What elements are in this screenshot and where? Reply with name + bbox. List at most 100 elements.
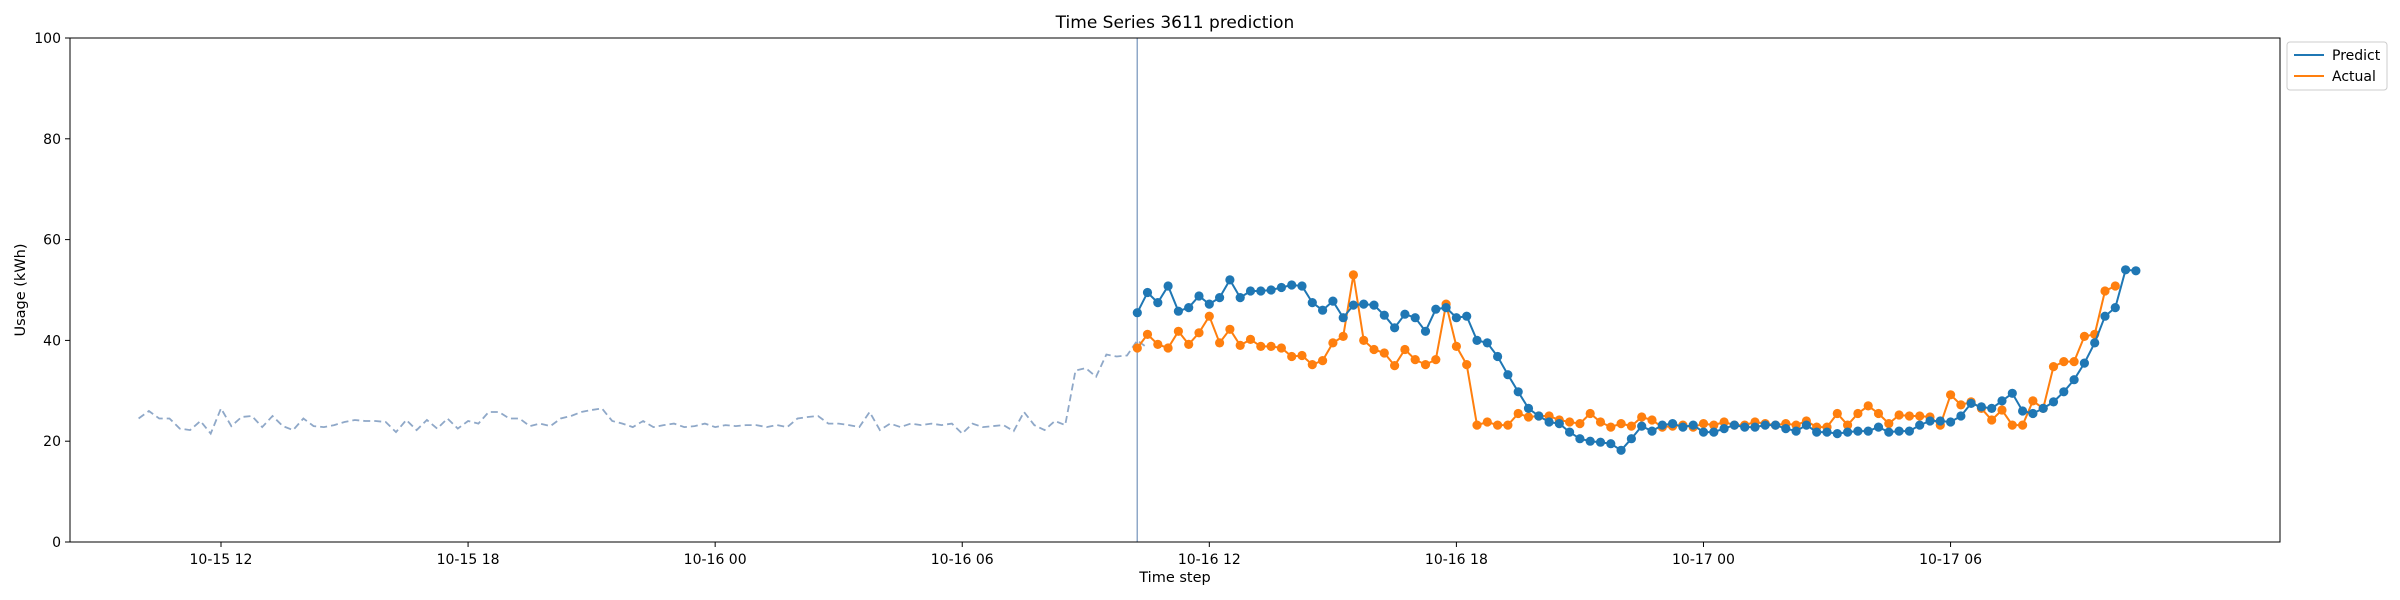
predict-point [1523, 403, 1534, 413]
predict-point [1668, 419, 1678, 429]
predict-point [1472, 335, 1482, 345]
predict-point [2069, 375, 2079, 385]
x-axis-title: Time step [1138, 570, 1210, 586]
actual-point [1369, 344, 1379, 355]
predict-point [1276, 282, 1286, 293]
predict-point [1843, 427, 1853, 437]
actual-point [1173, 326, 1183, 336]
actual-point [1204, 311, 1214, 321]
predict-point [1750, 422, 1760, 432]
actual-point [1235, 340, 1245, 350]
plot-background [70, 38, 2280, 542]
predict-point [1925, 416, 1935, 426]
predict-point [1431, 304, 1441, 314]
predict-point [1173, 306, 1183, 316]
predict-point [2079, 358, 2089, 368]
predict-point [1318, 305, 1328, 315]
predict-point [1451, 313, 1461, 323]
actual-point [1132, 343, 1142, 353]
actual-point [1997, 405, 2007, 415]
predict-point [1163, 281, 1173, 291]
predict-point [1338, 313, 1348, 323]
actual-point [2100, 286, 2110, 296]
predict-point [1791, 426, 1801, 436]
predict-point [1616, 445, 1626, 455]
predict-point [1359, 299, 1369, 309]
predict-point [1894, 426, 1904, 436]
predict-point [1297, 281, 1307, 291]
actual-point [2059, 357, 2069, 367]
predict-point [1266, 285, 1276, 295]
predict-point [1956, 411, 1966, 421]
predict-point [2100, 311, 2110, 321]
y-tick-label: 40 [43, 333, 61, 349]
predict-point [1863, 426, 1873, 436]
predict-point [1420, 326, 1431, 336]
actual-point [1266, 341, 1276, 351]
series-layer [1132, 265, 2141, 455]
x-axis: 10-15 12 10-15 18 10-16 00 10-16 06 10-16 12… [190, 542, 1982, 568]
actual-point [1585, 408, 1595, 419]
actual-point [1637, 412, 1647, 422]
x-tick-label: 10-15 18 [437, 552, 500, 568]
predict-point [1678, 422, 1688, 432]
predict-point [1935, 416, 1945, 426]
actual-point [1698, 419, 1709, 429]
chart-title: Time Series 3611 prediction [1055, 13, 1295, 33]
predict-point [2059, 387, 2069, 397]
predict-point [1379, 310, 1389, 320]
predict-point [2121, 265, 2131, 275]
predict-point [1513, 387, 1523, 397]
x-tick-label: 10-17 00 [1672, 552, 1735, 568]
actual-point [1606, 422, 1616, 432]
predict-point [1997, 396, 2007, 406]
actual-point [1276, 343, 1286, 353]
actual-point [2018, 420, 2028, 430]
actual-point [1616, 419, 1626, 429]
actual-point [1287, 351, 1297, 362]
predict-point [1812, 427, 1822, 437]
predict-point [1698, 427, 1709, 437]
actual-point [1873, 408, 1884, 419]
actual-point [1256, 341, 1266, 351]
actual-point [1719, 417, 1729, 427]
actual-point [1915, 411, 1925, 421]
actual-point [1956, 400, 1966, 410]
actual-point [1946, 390, 1956, 400]
predict-point [1328, 296, 1338, 306]
predict-point [1770, 420, 1781, 430]
predict-point [1740, 422, 1750, 432]
actual-point [1194, 328, 1204, 338]
actual-point [2079, 331, 2089, 341]
predict-point [1606, 439, 1616, 449]
predict-point [1853, 426, 1863, 436]
x-tick-label: 10-17 06 [1919, 552, 1982, 568]
y-axis-title: Usage (kWh) [13, 243, 29, 336]
predict-point [2038, 403, 2048, 413]
predict-point [1976, 402, 1986, 412]
actual-point [1451, 341, 1461, 351]
actual-point [1626, 421, 1636, 431]
actual-point [1595, 417, 1606, 427]
actual-point [1328, 338, 1338, 348]
predict-point [1729, 420, 1739, 430]
predict-point [1987, 403, 1997, 413]
actual-point [1843, 420, 1853, 430]
y-tick-label: 100 [34, 31, 61, 47]
predict-point [1225, 275, 1235, 285]
predict-point [1194, 291, 1204, 301]
predict-point [1719, 424, 1729, 434]
y-tick-label: 80 [43, 132, 61, 148]
actual-point [1462, 360, 1472, 370]
actual-point [1647, 415, 1657, 425]
y-tick-label: 0 [52, 535, 61, 551]
actual-point [2048, 362, 2059, 372]
predict-point [1904, 426, 1914, 436]
actual-point [1420, 360, 1431, 370]
actual-point [1359, 335, 1369, 345]
predict-point [1503, 370, 1513, 380]
predict-point [1184, 303, 1194, 313]
x-tick-label: 10-15 12 [190, 552, 253, 568]
predict-point [1565, 427, 1575, 437]
x-tick-label: 10-16 18 [1425, 552, 1488, 568]
